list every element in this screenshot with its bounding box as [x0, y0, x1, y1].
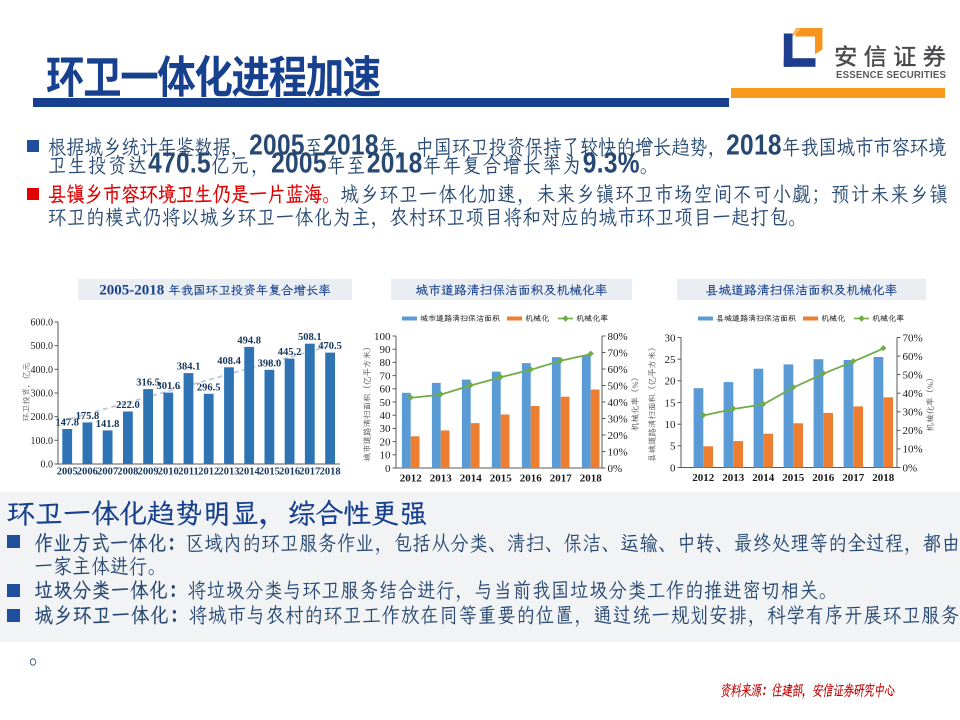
- svg-text:301.6: 301.6: [156, 381, 180, 392]
- svg-text:2009: 2009: [138, 467, 159, 478]
- svg-text:60: 60: [380, 384, 392, 396]
- svg-text:80: 80: [380, 357, 392, 369]
- svg-text:2013: 2013: [722, 472, 745, 484]
- svg-text:2015: 2015: [490, 473, 513, 485]
- svg-text:机械化率（%）: 机械化率（%）: [630, 373, 641, 431]
- svg-text:2016: 2016: [812, 472, 835, 484]
- svg-text:2015: 2015: [782, 472, 805, 484]
- svg-text:机械化: 机械化: [821, 314, 845, 324]
- svg-text:2015: 2015: [259, 467, 280, 478]
- svg-text:60%: 60%: [608, 364, 628, 376]
- svg-text:500.0: 500.0: [31, 341, 54, 352]
- svg-text:50%: 50%: [903, 369, 923, 381]
- svg-text:20%: 20%: [903, 425, 923, 437]
- svg-text:90: 90: [380, 344, 392, 356]
- svg-text:20: 20: [665, 376, 677, 388]
- svg-text:2014: 2014: [460, 473, 483, 485]
- svg-text:600.0: 600.0: [31, 318, 54, 329]
- svg-text:398.0: 398.0: [258, 358, 282, 369]
- svg-text:40: 40: [380, 410, 392, 422]
- svg-text:2010: 2010: [158, 467, 179, 478]
- svg-text:2017: 2017: [842, 472, 865, 484]
- svg-text:县城道路清扫面积（亿平方米）: 县城道路清扫面积（亿平方米）: [647, 343, 658, 462]
- svg-text:0%: 0%: [903, 462, 918, 474]
- svg-text:70%: 70%: [608, 347, 628, 359]
- svg-text:30%: 30%: [903, 407, 923, 419]
- svg-text:机械化率（%）: 机械化率（%）: [925, 373, 936, 431]
- svg-text:50: 50: [380, 397, 392, 409]
- svg-text:2018: 2018: [872, 472, 895, 484]
- svg-text:175.8: 175.8: [76, 411, 100, 422]
- svg-text:环卫投资，亿元: 环卫投资，亿元: [21, 362, 32, 423]
- svg-text:80%: 80%: [608, 331, 628, 343]
- svg-text:40%: 40%: [608, 397, 628, 409]
- svg-text:60%: 60%: [903, 351, 923, 363]
- svg-text:470.5: 470.5: [318, 341, 342, 352]
- svg-text:城市道路清扫保洁面积: 城市道路清扫保洁面积: [420, 314, 500, 324]
- svg-text:30%: 30%: [608, 413, 628, 425]
- svg-text:县城道路清扫保洁面积: 县城道路清扫保洁面积: [716, 314, 796, 324]
- svg-text:408.4: 408.4: [217, 356, 241, 367]
- svg-text:0: 0: [670, 462, 676, 474]
- svg-text:2012: 2012: [692, 472, 715, 484]
- svg-text:2008: 2008: [117, 467, 138, 478]
- svg-text:机械化率: 机械化率: [576, 314, 608, 324]
- svg-text:2016: 2016: [520, 473, 543, 485]
- svg-text:2013: 2013: [430, 473, 453, 485]
- svg-text:30: 30: [665, 332, 677, 344]
- svg-text:2014: 2014: [752, 472, 775, 484]
- svg-text:2018: 2018: [580, 473, 603, 485]
- svg-text:10%: 10%: [903, 444, 923, 456]
- svg-text:222.0: 222.0: [116, 400, 140, 411]
- svg-text:2018: 2018: [320, 467, 341, 478]
- svg-text:2007: 2007: [97, 467, 118, 478]
- svg-text:296.5: 296.5: [197, 382, 221, 393]
- svg-text:10: 10: [380, 450, 392, 462]
- svg-text:100.0: 100.0: [31, 436, 54, 447]
- svg-text:2014: 2014: [239, 467, 261, 478]
- svg-text:20: 20: [380, 436, 392, 448]
- svg-text:494.8: 494.8: [237, 335, 261, 346]
- svg-text:15: 15: [665, 397, 677, 409]
- svg-text:2006: 2006: [77, 467, 98, 478]
- svg-text:5: 5: [670, 441, 676, 453]
- svg-text:0.0: 0.0: [41, 460, 54, 471]
- svg-text:200.0: 200.0: [31, 412, 54, 423]
- svg-text:400.0: 400.0: [31, 365, 54, 376]
- svg-text:城市道路清扫面积（亿平方米）: 城市道路清扫面积（亿平方米）: [362, 342, 373, 461]
- svg-text:2012: 2012: [198, 467, 219, 478]
- svg-text:2017: 2017: [550, 473, 573, 485]
- svg-text:20%: 20%: [608, 430, 628, 442]
- svg-text:70: 70: [380, 370, 392, 382]
- svg-text:30: 30: [380, 423, 392, 435]
- svg-text:508.1: 508.1: [298, 332, 322, 343]
- svg-text:300.0: 300.0: [31, 389, 54, 400]
- svg-text:机械化率: 机械化率: [872, 314, 904, 324]
- svg-text:445.2: 445.2: [278, 347, 302, 358]
- svg-text:2017: 2017: [299, 467, 320, 478]
- svg-text:县城道路清扫保洁面积及机械化率: 县城道路清扫保洁面积及机械化率: [706, 282, 898, 299]
- svg-text:40%: 40%: [903, 388, 923, 400]
- svg-text:316.5: 316.5: [136, 378, 160, 389]
- svg-text:25: 25: [665, 354, 677, 366]
- svg-text:2012: 2012: [400, 473, 423, 485]
- svg-text:城市道路清扫保洁面积及机械化率: 城市道路清扫保洁面积及机械化率: [416, 282, 608, 299]
- svg-text:100: 100: [374, 331, 391, 343]
- svg-text:10%: 10%: [608, 446, 628, 458]
- svg-text:0%: 0%: [608, 463, 623, 475]
- svg-text:2016: 2016: [279, 467, 300, 478]
- svg-text:141.8: 141.8: [96, 419, 120, 430]
- svg-text:0: 0: [385, 463, 391, 475]
- svg-text:50%: 50%: [608, 380, 628, 392]
- svg-text:10: 10: [665, 419, 677, 431]
- svg-text:2011: 2011: [178, 467, 198, 478]
- svg-text:2013: 2013: [219, 467, 240, 478]
- svg-text:机械化: 机械化: [525, 314, 549, 324]
- svg-text:147.8: 147.8: [55, 418, 79, 429]
- svg-text:384.1: 384.1: [177, 362, 201, 373]
- svg-text:2005: 2005: [57, 467, 78, 478]
- svg-text:70%: 70%: [903, 332, 923, 344]
